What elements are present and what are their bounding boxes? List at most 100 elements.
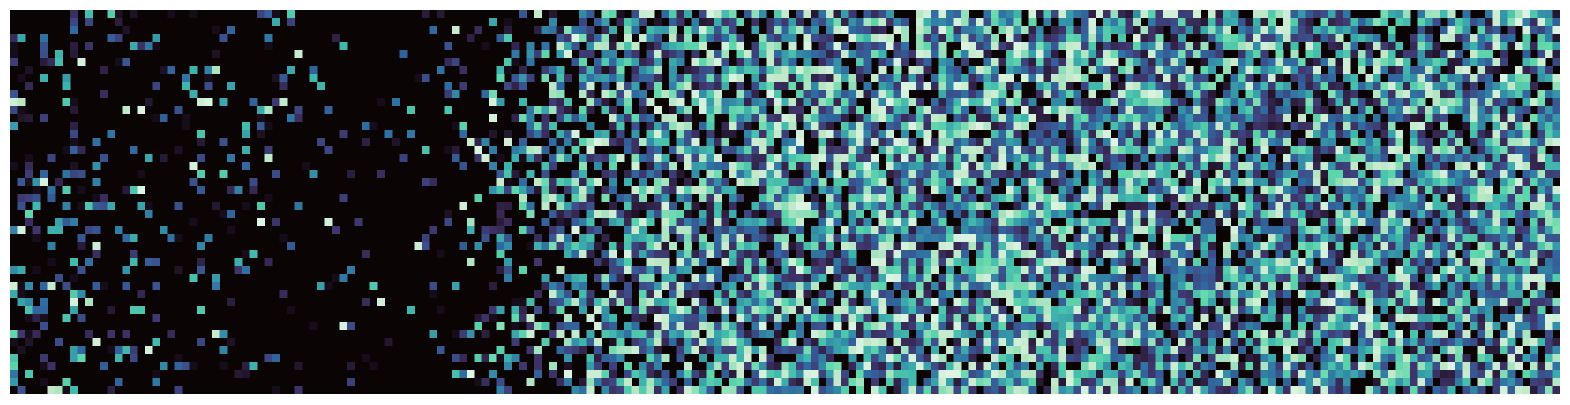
heatmap-cell (1275, 138, 1284, 147)
heatmap-cell (683, 258, 692, 267)
heatmap-cell (1552, 98, 1560, 107)
heatmap-cell (983, 74, 992, 83)
heatmap-cell (1327, 218, 1336, 227)
heatmap-cell (1425, 178, 1434, 187)
heatmap-cell (960, 18, 969, 27)
heatmap-cell (1545, 106, 1553, 115)
heatmap-cell (414, 74, 423, 83)
heatmap-cell (728, 130, 737, 139)
heatmap-cell (534, 10, 543, 19)
heatmap-cell (242, 146, 251, 155)
heatmap-cell (1133, 138, 1142, 147)
heatmap-cell (1552, 314, 1560, 323)
heatmap-cell (1215, 34, 1224, 43)
heatmap-cell (975, 106, 984, 115)
heatmap-cell (863, 90, 872, 99)
heatmap-cell (182, 122, 191, 131)
heatmap-cell (743, 290, 752, 299)
heatmap-cell (1178, 170, 1187, 179)
heatmap-cell (1425, 138, 1434, 147)
heatmap-cell (609, 178, 617, 187)
heatmap-cell (743, 66, 752, 75)
heatmap-cell (706, 138, 715, 147)
heatmap-cell (519, 314, 528, 323)
heatmap-cell (1245, 274, 1254, 283)
heatmap-cell (1380, 322, 1389, 331)
heatmap-cell (1402, 114, 1411, 123)
heatmap-cell (1417, 218, 1426, 227)
heatmap-cell (863, 154, 872, 163)
heatmap-cell (916, 154, 924, 163)
heatmap-cell (1492, 58, 1501, 67)
heatmap-cell (624, 306, 632, 315)
heatmap-cell (1335, 154, 1344, 163)
heatmap-cell (511, 314, 520, 323)
heatmap-cell (1125, 274, 1134, 283)
heatmap-cell (174, 266, 183, 275)
heatmap-cell (1223, 258, 1231, 267)
heatmap-cell (1208, 242, 1216, 251)
heatmap-cell (1432, 186, 1441, 195)
heatmap-cell (1118, 266, 1127, 275)
heatmap-cell (1230, 58, 1239, 67)
heatmap-cell (496, 66, 505, 75)
heatmap-cell (1507, 122, 1516, 131)
heatmap-cell (721, 290, 730, 299)
heatmap-cell (1050, 250, 1059, 259)
heatmap-cell (1035, 90, 1044, 99)
heatmap-cell (549, 178, 558, 187)
heatmap-cell (1335, 218, 1344, 227)
heatmap-cell (990, 282, 999, 291)
heatmap-cell (1387, 242, 1396, 251)
heatmap-cell (1387, 234, 1396, 243)
heatmap-cell (901, 202, 909, 211)
heatmap-cell (938, 226, 947, 235)
heatmap-cell (1552, 82, 1560, 91)
heatmap-cell (638, 194, 647, 203)
heatmap-cell (1305, 186, 1314, 195)
heatmap-cell (1522, 314, 1531, 323)
heatmap-cell (62, 98, 71, 107)
heatmap-cell (781, 186, 790, 195)
heatmap-cell (1357, 178, 1366, 187)
heatmap-cell (1050, 106, 1059, 115)
heatmap-cell (1530, 162, 1538, 171)
heatmap-cell (1282, 90, 1291, 99)
heatmap-cell (1417, 202, 1426, 211)
heatmap-cell (661, 226, 670, 235)
heatmap-cell (1155, 90, 1164, 99)
heatmap-cell (1193, 242, 1201, 251)
heatmap-cell (62, 74, 71, 83)
heatmap-cell (1477, 266, 1486, 275)
heatmap-cell (1223, 58, 1231, 67)
heatmap-cell (773, 130, 782, 139)
heatmap-cell (594, 306, 602, 315)
heatmap-cell (1103, 290, 1112, 299)
heatmap-cell (1215, 42, 1224, 51)
heatmap-cell (1312, 266, 1321, 275)
heatmap-cell (871, 250, 879, 259)
heatmap-cell (893, 74, 902, 83)
heatmap-cell (841, 10, 850, 19)
heatmap-cell (1253, 170, 1261, 179)
heatmap-cell (818, 202, 827, 211)
heatmap-cell (481, 90, 490, 99)
heatmap-cell (1507, 130, 1516, 139)
heatmap-cell (1290, 186, 1299, 195)
heatmap-cell (931, 114, 939, 123)
heatmap-cell (1178, 210, 1187, 219)
heatmap-cell (1013, 66, 1022, 75)
heatmap-cell (983, 314, 992, 323)
heatmap-cell (1515, 114, 1523, 123)
heatmap-cell (1080, 58, 1089, 67)
heatmap-cell (1088, 82, 1097, 91)
heatmap-cell (676, 106, 685, 115)
heatmap-cell (144, 98, 153, 107)
heatmap-cell (736, 114, 745, 123)
heatmap-cell (54, 58, 63, 67)
heatmap-cell (137, 202, 146, 211)
heatmap-cell (1432, 42, 1441, 51)
heatmap-cell (1110, 194, 1119, 203)
heatmap-cell (1028, 194, 1037, 203)
heatmap-cell (1125, 314, 1134, 323)
